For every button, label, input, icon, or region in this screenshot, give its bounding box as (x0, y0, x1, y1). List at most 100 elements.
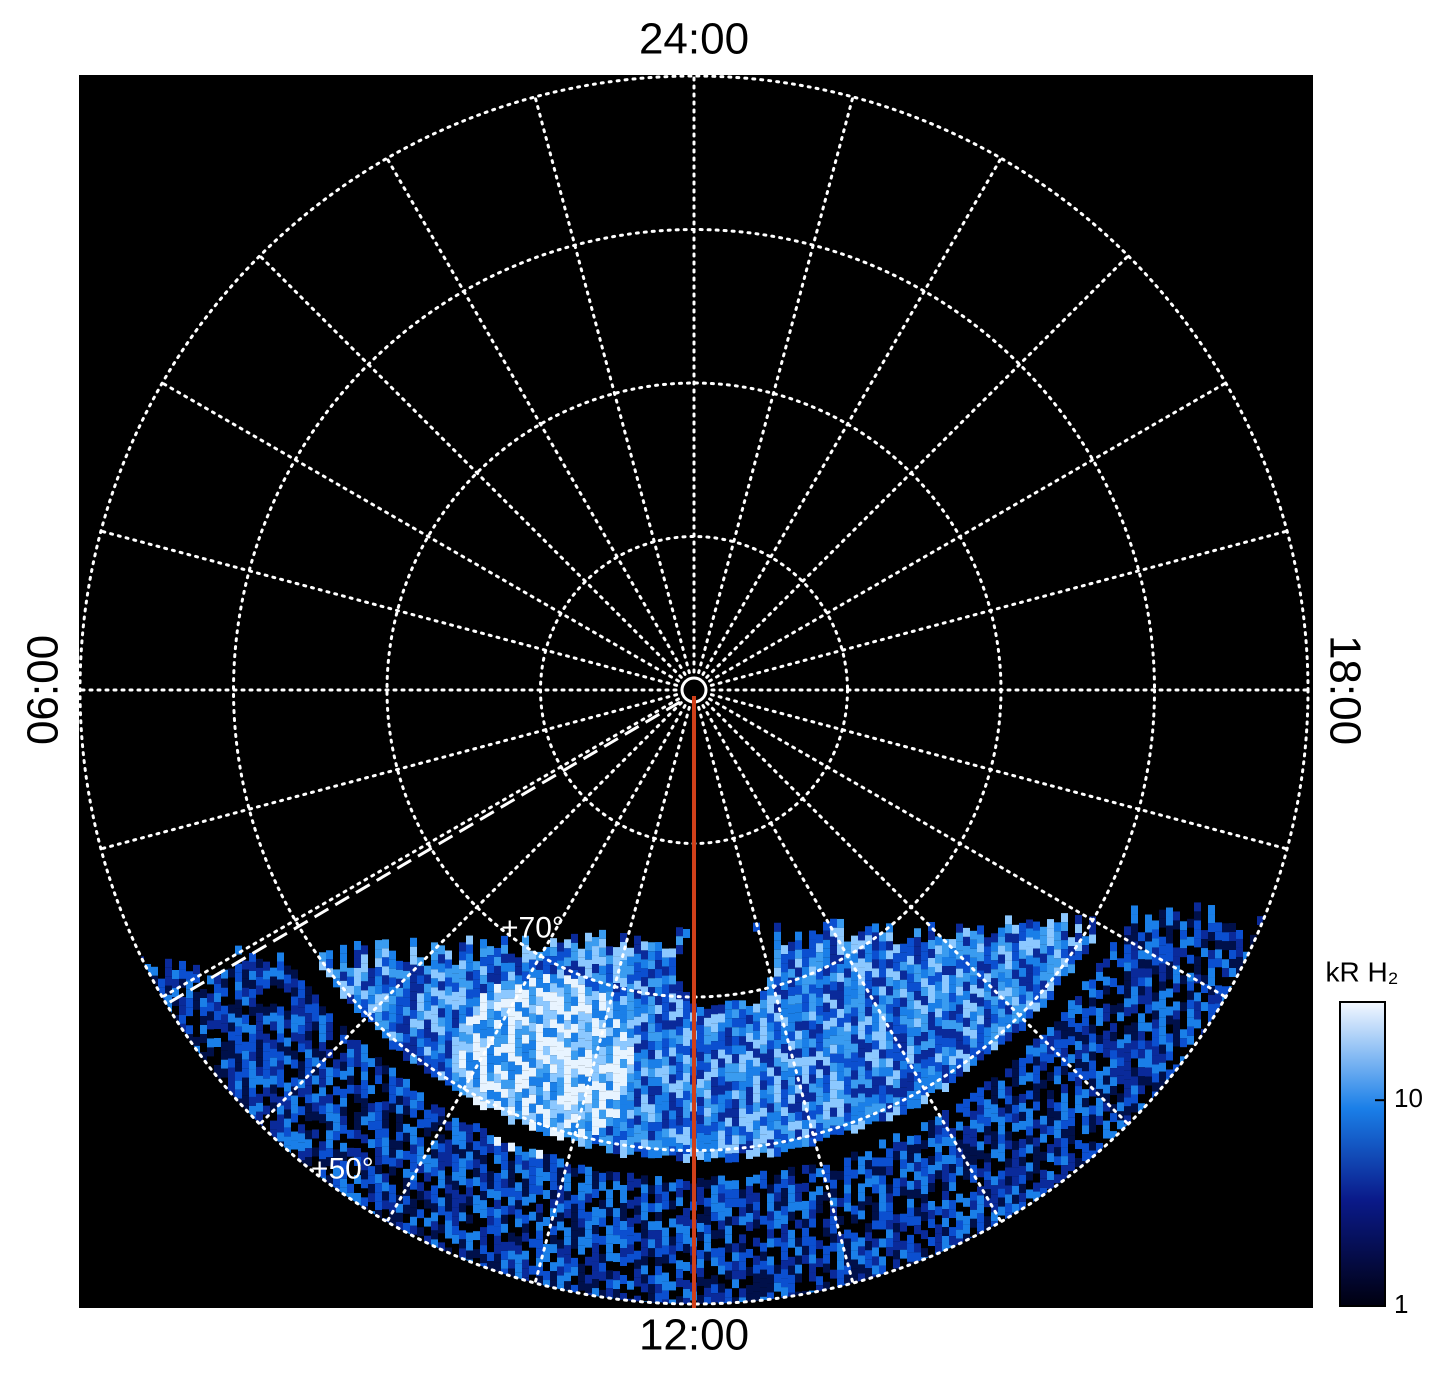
emission-cell (1026, 1081, 1033, 1091)
emission-cell (760, 1044, 767, 1054)
emission-cell (809, 948, 816, 958)
emission-cell (739, 1270, 746, 1280)
emission-cell (753, 1102, 760, 1112)
emission-cell (928, 1021, 935, 1031)
emission-cell (277, 1060, 284, 1070)
emission-cell (788, 1040, 795, 1050)
emission-cell (550, 1244, 557, 1254)
emission-cell (725, 1108, 732, 1118)
emission-cell (830, 1179, 837, 1189)
emission-cell (1005, 924, 1012, 934)
emission-cell (473, 1042, 480, 1052)
emission-cell (1040, 926, 1047, 936)
emission-cell (480, 957, 487, 967)
emission-cell (844, 1193, 851, 1203)
emission-cell (809, 1218, 816, 1228)
emission-cell (788, 1067, 795, 1077)
emission-cell (718, 1193, 725, 1203)
emission-cell (319, 1096, 326, 1106)
emission-cell (795, 1237, 802, 1247)
emission-cell (613, 1208, 620, 1218)
emission-cell (844, 1184, 851, 1194)
emission-cell (991, 1149, 998, 1159)
emission-cell (326, 1058, 333, 1068)
emission-cell (550, 1064, 557, 1074)
emission-cell (963, 981, 970, 991)
emission-cell (921, 1095, 928, 1105)
emission-cell (872, 1211, 879, 1221)
emission-cell (515, 1074, 522, 1084)
emission-cell (907, 1243, 914, 1253)
emission-cell (865, 1052, 872, 1062)
emission-cell (263, 979, 270, 989)
emission-cell (879, 1058, 886, 1068)
emission-cell (1033, 1164, 1040, 1174)
emission-cell (585, 1031, 592, 1041)
emission-cell (494, 1082, 501, 1092)
emission-cell (592, 1027, 599, 1037)
emission-cell (970, 1011, 977, 1021)
emission-cell (592, 1261, 599, 1271)
emission-cell (606, 1090, 613, 1100)
emission-cell (851, 1205, 858, 1215)
emission-cell (704, 1116, 711, 1126)
emission-cell (270, 967, 277, 977)
emission-cell (648, 1095, 655, 1105)
emission-cell (1026, 1063, 1033, 1073)
emission-cell (242, 1050, 249, 1060)
emission-cell (711, 1086, 718, 1096)
emission-cell (186, 998, 193, 1008)
emission-cell (263, 1060, 270, 1070)
emission-cell (851, 1052, 858, 1062)
emission-cell (333, 1140, 340, 1150)
emission-cell (431, 1221, 438, 1231)
emission-cell (963, 1134, 970, 1144)
emission-cell (865, 1205, 872, 1215)
emission-cell (837, 963, 844, 973)
emission-cell (557, 1176, 564, 1186)
emission-cell (879, 941, 886, 951)
emission-cell (872, 1256, 879, 1266)
emission-cell (249, 970, 256, 980)
emission-cell (900, 1024, 907, 1034)
emission-cell (823, 1047, 830, 1057)
emission-cell (641, 1229, 648, 1239)
emission-cell (977, 1168, 984, 1178)
emission-cell (928, 1012, 935, 1022)
emission-cell (893, 1232, 900, 1242)
emission-cell (956, 959, 963, 969)
emission-cell (984, 1009, 991, 1019)
emission-cell (886, 1067, 893, 1077)
emission-cell (669, 1290, 676, 1300)
emission-cell (711, 1095, 718, 1105)
emission-cell (291, 1113, 298, 1123)
emission-cell (718, 1139, 725, 1149)
emission-cell (795, 1192, 802, 1202)
emission-cell (809, 930, 816, 940)
emission-cell (375, 1138, 382, 1148)
emission-cell (704, 1125, 711, 1135)
emission-cell (487, 1009, 494, 1019)
emission-cell (648, 942, 655, 952)
emission-cell (585, 959, 592, 969)
emission-cell (837, 990, 844, 1000)
emission-cell (928, 1183, 935, 1193)
emission-cell (683, 1045, 690, 1055)
emission-cell (375, 1075, 382, 1085)
emission-cell (564, 975, 571, 985)
emission-cell (340, 1187, 347, 1197)
emission-cell (473, 1258, 480, 1268)
emission-cell (949, 1173, 956, 1183)
emission-cell (522, 989, 529, 999)
emission-cell (998, 927, 1005, 937)
emission-cell (753, 1012, 760, 1022)
emission-cell (683, 1018, 690, 1028)
emission-cell (550, 974, 557, 984)
emission-cell (543, 1010, 550, 1020)
emission-cell (739, 1225, 746, 1235)
emission-cell (711, 1248, 718, 1258)
emission-cell (592, 1243, 599, 1253)
emission-cell (893, 980, 900, 990)
emission-cell (732, 1126, 739, 1136)
emission-cell (837, 981, 844, 991)
